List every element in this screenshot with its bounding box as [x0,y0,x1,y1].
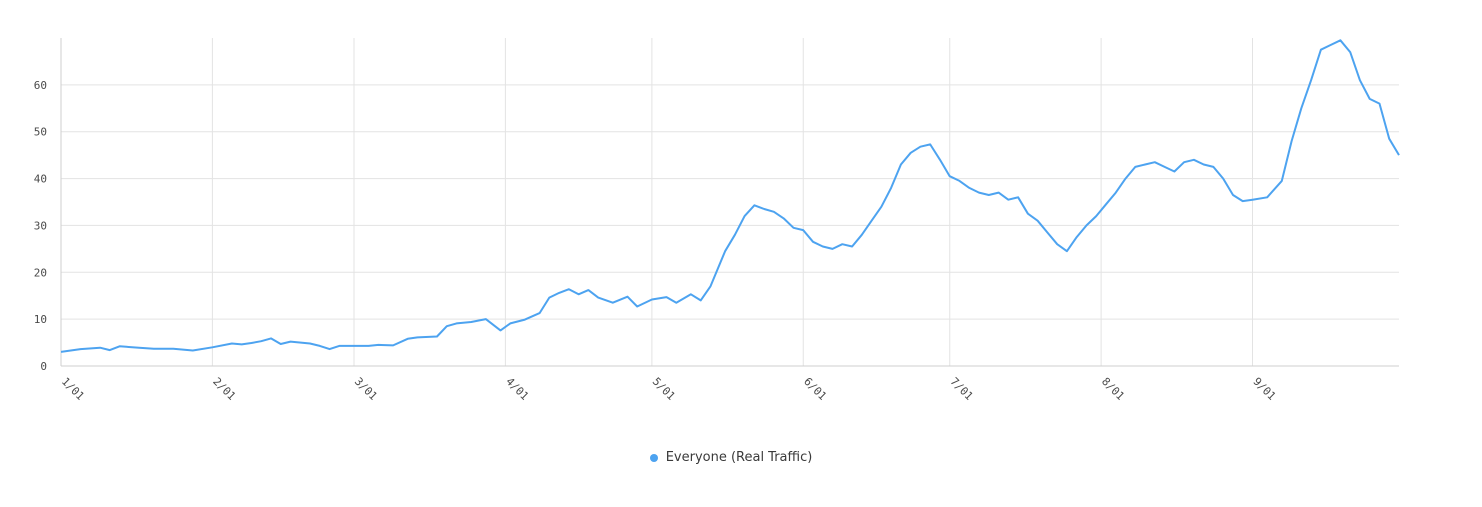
y-tick-label: 10 [34,313,47,326]
line-chart: 0 10 20 30 40 50 60 1/01 2/01 3/01 4/01 5/01 6/01 7/0… [34,38,1400,403]
x-tick-label: 7/01 [948,375,976,403]
y-tick-label: 60 [34,79,47,92]
y-tick-label: 40 [34,173,47,186]
legend-label: Everyone (Real Traffic) [665,450,813,465]
grid-layer [60,38,1399,366]
series-layer [60,39,1400,353]
x-tick-label: 1/01 [59,375,87,403]
x-tick-label: 5/01 [650,375,678,403]
x-tick-label: 2/01 [210,375,238,403]
x-tick-label: 3/01 [352,375,380,403]
x-tick-label: 6/01 [801,375,829,403]
series-line-everyone[interactable] [60,39,1400,353]
axis-layer [60,38,1399,367]
legend: Everyone (Real Traffic) [0,450,1462,465]
legend-item-everyone[interactable]: Everyone (Real Traffic) [649,450,813,465]
x-tick-label: 4/01 [503,375,531,403]
y-tick-label: 30 [34,219,47,232]
tick-labels: 0 10 20 30 40 50 60 1/01 2/01 3/01 4/01 5/01 6/01 7/0… [34,79,1279,403]
x-tick-label: 8/01 [1099,375,1127,403]
y-tick-label: 50 [34,126,47,139]
x-tick-label: 9/01 [1250,375,1278,403]
y-tick-label: 0 [40,360,47,373]
y-tick-label: 20 [34,266,47,279]
legend-dot-icon [649,453,658,462]
